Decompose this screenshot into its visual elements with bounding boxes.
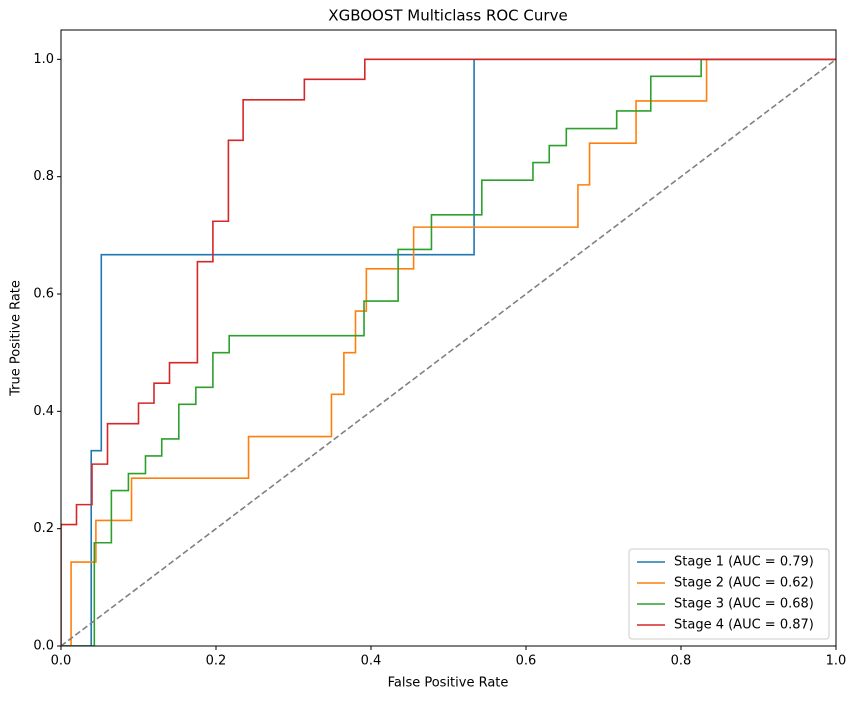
legend-label: Stage 1 (AUC = 0.79) <box>674 555 814 570</box>
x-tick-label: 0.4 <box>361 654 382 669</box>
x-tick-label: 0.8 <box>671 654 692 669</box>
y-tick-label: 0.0 <box>33 639 54 654</box>
x-tick-label: 0.6 <box>516 654 537 669</box>
roc-line <box>61 58 836 646</box>
roc-line <box>61 58 836 646</box>
y-tick-label: 0.8 <box>33 169 54 184</box>
legend-box <box>628 548 830 640</box>
roc-line <box>61 58 836 646</box>
legend-label: Stage 3 (AUC = 0.68) <box>674 597 814 612</box>
reference-line <box>61 58 836 646</box>
legend-label: Stage 2 (AUC = 0.62) <box>674 576 814 591</box>
legend-label: Stage 4 (AUC = 0.87) <box>674 618 814 633</box>
x-tick-label: 1.0 <box>826 654 847 669</box>
y-tick-label: 0.6 <box>33 287 54 302</box>
x-tick-label: 0.2 <box>206 654 227 669</box>
y-tick-label: 0.4 <box>33 404 54 419</box>
plot-frame <box>60 29 837 647</box>
x-axis-label: False Positive Rate <box>388 676 509 691</box>
y-tick-label: 0.2 <box>33 521 54 536</box>
y-axis-label: True Positive Rate <box>9 280 24 397</box>
y-tick-label: 1.0 <box>33 52 54 67</box>
x-tick-label: 0.0 <box>51 654 72 669</box>
chart-title: XGBOOST Multiclass ROC Curve <box>328 7 567 25</box>
roc-line <box>61 58 836 646</box>
